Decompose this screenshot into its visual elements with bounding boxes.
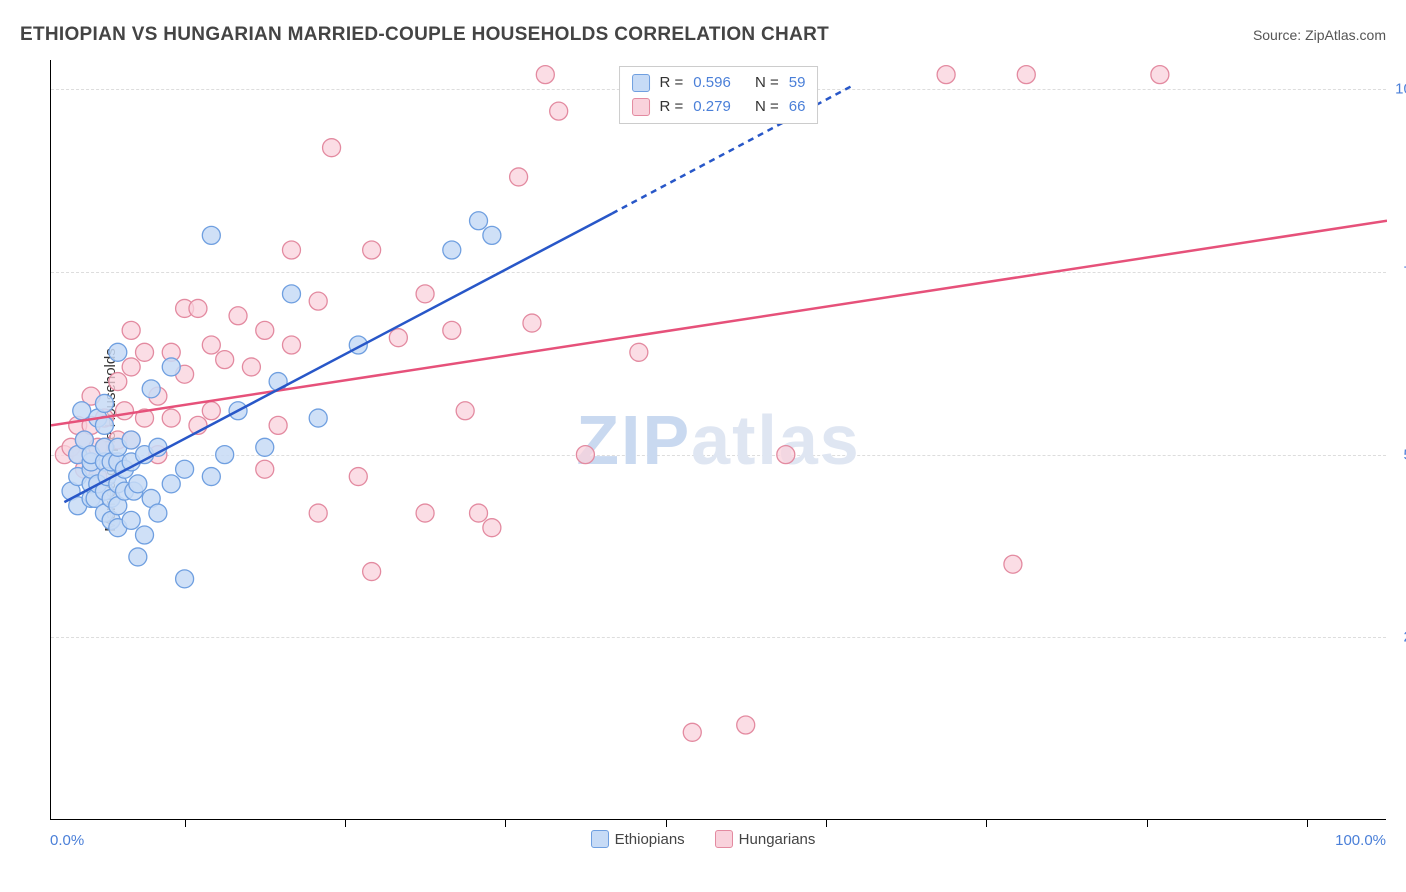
- stats-row-hungarians: R = 0.279 N = 66: [632, 95, 806, 119]
- scatter-point: [456, 402, 474, 420]
- scatter-point: [162, 475, 180, 493]
- y-tick-label: 25.0%: [1391, 629, 1406, 646]
- swatch-ethiopians-icon: [591, 830, 609, 848]
- scatter-point: [470, 504, 488, 522]
- scatter-point: [136, 343, 154, 361]
- scatter-point: [129, 475, 147, 493]
- scatter-point: [202, 402, 220, 420]
- scatter-point: [109, 343, 127, 361]
- scatter-point: [216, 446, 234, 464]
- x-tick: [1307, 819, 1308, 827]
- scatter-point: [229, 307, 247, 325]
- scatter-point: [937, 66, 955, 84]
- bottom-legend: Ethiopians Hungarians: [0, 830, 1406, 848]
- scatter-point: [282, 285, 300, 303]
- scatter-point: [630, 343, 648, 361]
- scatter-point: [216, 351, 234, 369]
- stats-box: R = 0.596 N = 59 R = 0.279 N = 66: [619, 66, 819, 124]
- swatch-hungarians-icon: [715, 830, 733, 848]
- stats-row-ethiopians: R = 0.596 N = 59: [632, 71, 806, 95]
- swatch-hungarians: [632, 98, 650, 116]
- scatter-point: [536, 66, 554, 84]
- y-tick-label: 75.0%: [1391, 263, 1406, 280]
- scatter-point: [95, 394, 113, 412]
- scatter-point: [122, 358, 140, 376]
- scatter-point: [115, 402, 133, 420]
- scatter-point: [282, 336, 300, 354]
- scatter-point: [122, 321, 140, 339]
- scatter-point: [122, 431, 140, 449]
- scatter-point: [483, 226, 501, 244]
- scatter-point: [162, 409, 180, 427]
- scatter-point: [550, 102, 568, 120]
- scatter-point: [256, 321, 274, 339]
- x-tick: [666, 819, 667, 827]
- scatter-point: [176, 570, 194, 588]
- x-tick: [826, 819, 827, 827]
- scatter-point: [363, 563, 381, 581]
- scatter-point: [309, 292, 327, 310]
- scatter-point: [73, 402, 91, 420]
- scatter-point: [483, 519, 501, 537]
- y-tick-label: 50.0%: [1391, 446, 1406, 463]
- x-tick: [185, 819, 186, 827]
- scatter-point: [389, 329, 407, 347]
- scatter-point: [323, 139, 341, 157]
- scatter-point: [309, 409, 327, 427]
- scatter-point: [176, 460, 194, 478]
- scatter-point: [683, 723, 701, 741]
- scatter-point: [523, 314, 541, 332]
- legend-item-ethiopians: Ethiopians: [591, 830, 685, 848]
- scatter-point: [576, 446, 594, 464]
- scatter-point: [142, 380, 160, 398]
- scatter-point: [269, 416, 287, 434]
- scatter-point: [777, 446, 795, 464]
- scatter-point: [510, 168, 528, 186]
- scatter-svg: [51, 60, 1387, 820]
- scatter-point: [122, 511, 140, 529]
- scatter-point: [202, 468, 220, 486]
- scatter-point: [189, 299, 207, 317]
- x-tick: [986, 819, 987, 827]
- scatter-point: [242, 358, 260, 376]
- x-tick: [1147, 819, 1148, 827]
- chart-title: ETHIOPIAN VS HUNGARIAN MARRIED-COUPLE HO…: [20, 24, 829, 46]
- scatter-point: [416, 504, 434, 522]
- scatter-point: [349, 468, 367, 486]
- scatter-point: [149, 504, 167, 522]
- scatter-point: [256, 438, 274, 456]
- legend-item-hungarians: Hungarians: [715, 830, 816, 848]
- scatter-point: [129, 548, 147, 566]
- scatter-point: [1017, 66, 1035, 84]
- scatter-point: [443, 241, 461, 259]
- swatch-ethiopians: [632, 74, 650, 92]
- x-tick: [505, 819, 506, 827]
- scatter-point: [1151, 66, 1169, 84]
- scatter-point: [136, 526, 154, 544]
- scatter-point: [1004, 555, 1022, 573]
- scatter-point: [269, 373, 287, 391]
- x-tick: [345, 819, 346, 827]
- source-label: Source: ZipAtlas.com: [1253, 27, 1386, 43]
- scatter-point: [737, 716, 755, 734]
- trend-line: [51, 221, 1387, 426]
- chart-header: ETHIOPIAN VS HUNGARIAN MARRIED-COUPLE HO…: [20, 24, 1386, 46]
- scatter-point: [416, 285, 434, 303]
- scatter-point: [256, 460, 274, 478]
- scatter-point: [109, 373, 127, 391]
- scatter-point: [363, 241, 381, 259]
- scatter-point: [202, 336, 220, 354]
- scatter-point: [443, 321, 461, 339]
- scatter-point: [470, 212, 488, 230]
- scatter-point: [309, 504, 327, 522]
- plot-area: Married-couple Households ZIPatlas R = 0…: [50, 60, 1386, 820]
- y-tick-label: 100.0%: [1391, 81, 1406, 98]
- scatter-point: [202, 226, 220, 244]
- scatter-point: [162, 358, 180, 376]
- scatter-point: [282, 241, 300, 259]
